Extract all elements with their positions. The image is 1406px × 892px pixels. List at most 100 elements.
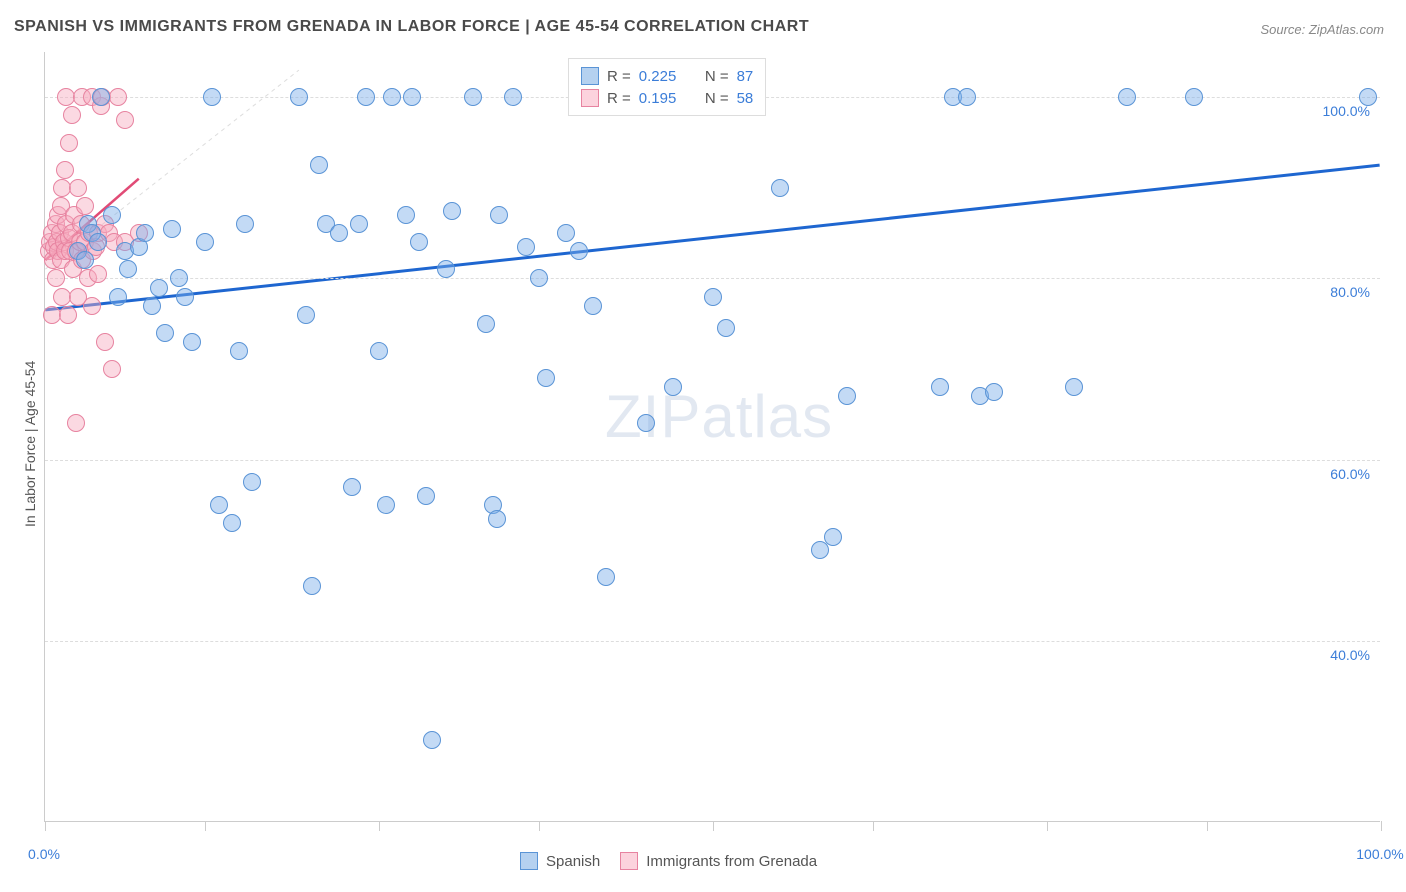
data-point-series1 — [183, 333, 201, 351]
data-point-series1 — [704, 288, 722, 306]
grid-line — [45, 460, 1380, 461]
r-value: 0.195 — [639, 90, 677, 107]
correlation-legend-row: R = 0.195 N = 58 — [581, 87, 753, 109]
data-point-series1 — [397, 206, 415, 224]
data-point-series1 — [377, 496, 395, 514]
series-legend: Spanish Immigrants from Grenada — [520, 852, 817, 870]
x-tick — [1381, 821, 1382, 831]
data-point-series1 — [958, 88, 976, 106]
data-point-series1 — [717, 319, 735, 337]
data-point-series2 — [69, 179, 87, 197]
data-point-series1 — [477, 315, 495, 333]
data-point-series1 — [504, 88, 522, 106]
watermark-zip: ZIP — [605, 383, 701, 450]
data-point-series1 — [109, 288, 127, 306]
data-point-series1 — [89, 233, 107, 251]
data-point-series1 — [417, 487, 435, 505]
data-point-series1 — [210, 496, 228, 514]
r-value: 0.225 — [639, 68, 677, 85]
data-point-series2 — [67, 414, 85, 432]
watermark-atlas: atlas — [701, 383, 833, 450]
data-point-series1 — [303, 577, 321, 595]
data-point-series1 — [297, 306, 315, 324]
data-point-series1 — [410, 233, 428, 251]
data-point-series1 — [223, 514, 241, 532]
data-point-series1 — [176, 288, 194, 306]
data-point-series1 — [1185, 88, 1203, 106]
grid-line — [45, 641, 1380, 642]
r-label: R = — [607, 68, 631, 85]
data-point-series1 — [437, 260, 455, 278]
legend-item-series1: Spanish — [520, 852, 600, 870]
data-point-series1 — [350, 215, 368, 233]
data-point-series1 — [236, 215, 254, 233]
n-value: 58 — [737, 90, 754, 107]
data-point-series1 — [488, 510, 506, 528]
data-point-series2 — [116, 111, 134, 129]
chart-title: SPANISH VS IMMIGRANTS FROM GRENADA IN LA… — [14, 18, 809, 36]
data-point-series1 — [530, 269, 548, 287]
y-tick-label: 80.0% — [1310, 284, 1370, 300]
data-point-series1 — [119, 260, 137, 278]
trend-lines-svg — [45, 52, 1380, 821]
data-point-series1 — [985, 383, 1003, 401]
data-point-series1 — [156, 324, 174, 342]
data-point-series1 — [584, 297, 602, 315]
data-point-series1 — [203, 88, 221, 106]
data-point-series2 — [60, 134, 78, 152]
data-point-series2 — [109, 88, 127, 106]
data-point-series1 — [243, 473, 261, 491]
legend-item-series2: Immigrants from Grenada — [620, 852, 817, 870]
data-point-series1 — [824, 528, 842, 546]
data-point-series1 — [170, 269, 188, 287]
data-point-series1 — [443, 202, 461, 220]
x-tick — [1207, 821, 1208, 831]
data-point-series1 — [230, 342, 248, 360]
data-point-series1 — [637, 414, 655, 432]
data-point-series1 — [838, 387, 856, 405]
data-point-series1 — [1065, 378, 1083, 396]
correlation-legend: R = 0.225 N = 87R = 0.195 N = 58 — [568, 58, 766, 116]
data-point-series2 — [83, 297, 101, 315]
data-point-series1 — [383, 88, 401, 106]
data-point-series1 — [1118, 88, 1136, 106]
data-point-series1 — [310, 156, 328, 174]
legend-swatch-series2 — [620, 852, 638, 870]
data-point-series1 — [464, 88, 482, 106]
data-point-series1 — [597, 568, 615, 586]
data-point-series2 — [63, 106, 81, 124]
x-tick-label: 100.0% — [1356, 846, 1403, 862]
plot-area: ZIPatlas — [44, 52, 1380, 822]
y-tick-label: 40.0% — [1310, 647, 1370, 663]
data-point-series1 — [196, 233, 214, 251]
data-point-series1 — [771, 179, 789, 197]
data-point-series1 — [931, 378, 949, 396]
correlation-legend-row: R = 0.225 N = 87 — [581, 65, 753, 87]
x-tick — [205, 821, 206, 831]
y-tick-label: 100.0% — [1310, 103, 1370, 119]
data-point-series1 — [370, 342, 388, 360]
data-point-series1 — [517, 238, 535, 256]
n-label: N = — [705, 68, 729, 85]
data-point-series1 — [811, 541, 829, 559]
data-point-series1 — [557, 224, 575, 242]
x-tick — [713, 821, 714, 831]
x-tick — [45, 821, 46, 831]
data-point-series1 — [76, 251, 94, 269]
data-point-series1 — [403, 88, 421, 106]
data-point-series1 — [136, 224, 154, 242]
legend-swatch — [581, 89, 599, 107]
source-label: Source: ZipAtlas.com — [1260, 22, 1384, 37]
x-tick — [873, 821, 874, 831]
data-point-series1 — [570, 242, 588, 260]
data-point-series1 — [664, 378, 682, 396]
data-point-series1 — [143, 297, 161, 315]
data-point-series1 — [330, 224, 348, 242]
data-point-series2 — [89, 265, 107, 283]
y-axis-label: In Labor Force | Age 45-54 — [22, 361, 38, 527]
data-point-series1 — [357, 88, 375, 106]
data-point-series2 — [56, 161, 74, 179]
data-point-series1 — [343, 478, 361, 496]
y-tick-label: 60.0% — [1310, 466, 1370, 482]
data-point-series1 — [92, 88, 110, 106]
